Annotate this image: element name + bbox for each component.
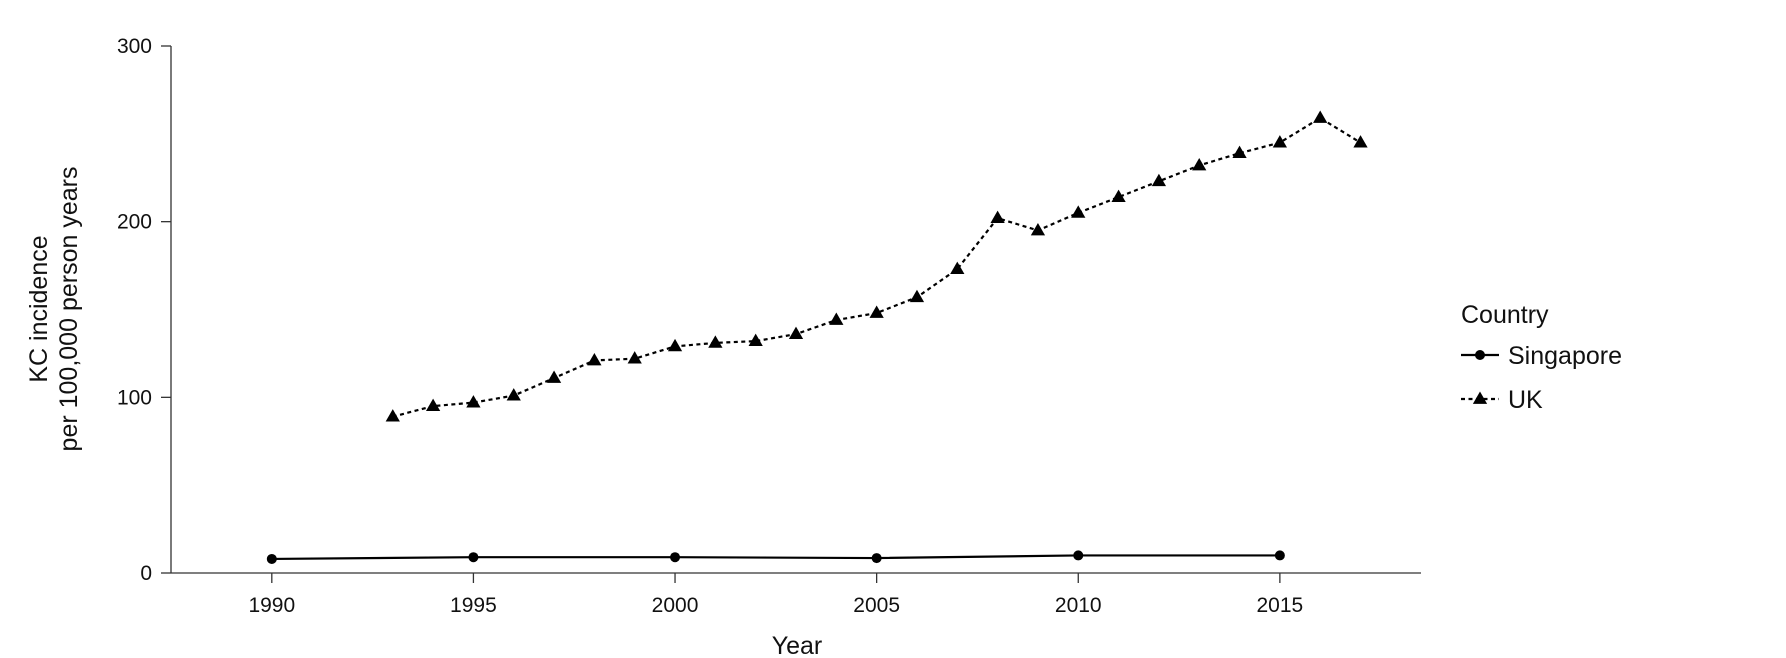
- point-uk-2013: [1192, 157, 1207, 171]
- point-uk-1998: [587, 352, 602, 366]
- series-line-uk: [392, 116, 1362, 418]
- x-tick-label-2015: 2015: [1257, 594, 1304, 617]
- series-uk: [385, 110, 1368, 422]
- point-uk-2012: [1151, 173, 1167, 187]
- point-singapore-2005: [871, 553, 882, 564]
- y-tick-label-100: 100: [117, 386, 152, 409]
- point-uk-2001: [708, 335, 723, 348]
- x-tick-label-1990: 1990: [248, 594, 295, 617]
- point-uk-2014: [1232, 145, 1247, 159]
- point-uk-1995: [466, 395, 481, 408]
- x-tick-label-1995: 1995: [450, 594, 497, 617]
- point-uk-2008: [990, 210, 1005, 224]
- legend-label-uk: UK: [1508, 386, 1543, 414]
- point-uk-2016: [1313, 110, 1328, 123]
- point-uk-2004: [829, 312, 844, 325]
- point-uk-2005: [869, 305, 884, 318]
- x-ticks: 1990 1995 2000 2005 2010 2015: [248, 573, 1303, 617]
- point-uk-2017: [1353, 135, 1368, 148]
- x-tick-label-2005: 2005: [853, 594, 900, 617]
- point-uk-1997: [546, 370, 562, 383]
- point-uk-2015: [1272, 135, 1287, 148]
- legend-item-singapore: Singapore: [1461, 342, 1622, 370]
- series-line-singapore: [271, 554, 1280, 561]
- legend-label-singapore: Singapore: [1508, 342, 1622, 370]
- point-uk-2011: [1111, 189, 1126, 202]
- series-layer: [266, 110, 1368, 564]
- point-uk-1996: [506, 388, 521, 401]
- y-tick-label-300: 300: [117, 35, 152, 58]
- axes: 0 100 200 300 1990 1995 2000 2005 2010 2015: [117, 35, 1421, 617]
- x-tick-label-2000: 2000: [652, 594, 699, 617]
- legend-item-uk: UK: [1461, 386, 1543, 414]
- legend-items: Singapore UK: [1461, 342, 1622, 414]
- point-singapore-1995: [468, 552, 479, 563]
- point-uk-1999: [627, 351, 642, 364]
- point-singapore-2010: [1073, 550, 1084, 561]
- y-tick-label-0: 0: [140, 562, 152, 585]
- y-tick-label-200: 200: [117, 211, 152, 234]
- point-uk-2010: [1071, 205, 1086, 218]
- point-singapore-1990: [266, 553, 277, 564]
- legend: Country Singapore UK: [1461, 301, 1622, 414]
- point-uk-2000: [667, 338, 683, 352]
- y-axis-title-line2: per 100,000 person years: [55, 167, 83, 452]
- series-singapore: [266, 550, 1285, 564]
- point-uk-2002: [748, 333, 763, 346]
- point-singapore-2015: [1274, 550, 1285, 561]
- y-axis-title: KC incidence per 100,000 person years: [25, 167, 83, 452]
- point-uk-1993: [385, 409, 400, 422]
- y-axis-title-line1: KC incidence: [25, 235, 53, 382]
- point-uk-2006: [909, 289, 925, 303]
- point-uk-2007: [950, 261, 965, 274]
- x-axis-title: Year: [772, 632, 823, 658]
- point-singapore-2000: [670, 552, 681, 563]
- legend-marker-uk: [1472, 391, 1488, 404]
- y-ticks: 0 100 200 300: [117, 35, 171, 585]
- legend-marker-singapore: [1475, 350, 1485, 360]
- point-uk-2009: [1030, 222, 1046, 236]
- point-uk-1994: [425, 398, 441, 411]
- point-uk-2003: [788, 326, 804, 339]
- legend-title: Country: [1461, 301, 1549, 329]
- x-tick-label-2010: 2010: [1055, 594, 1102, 617]
